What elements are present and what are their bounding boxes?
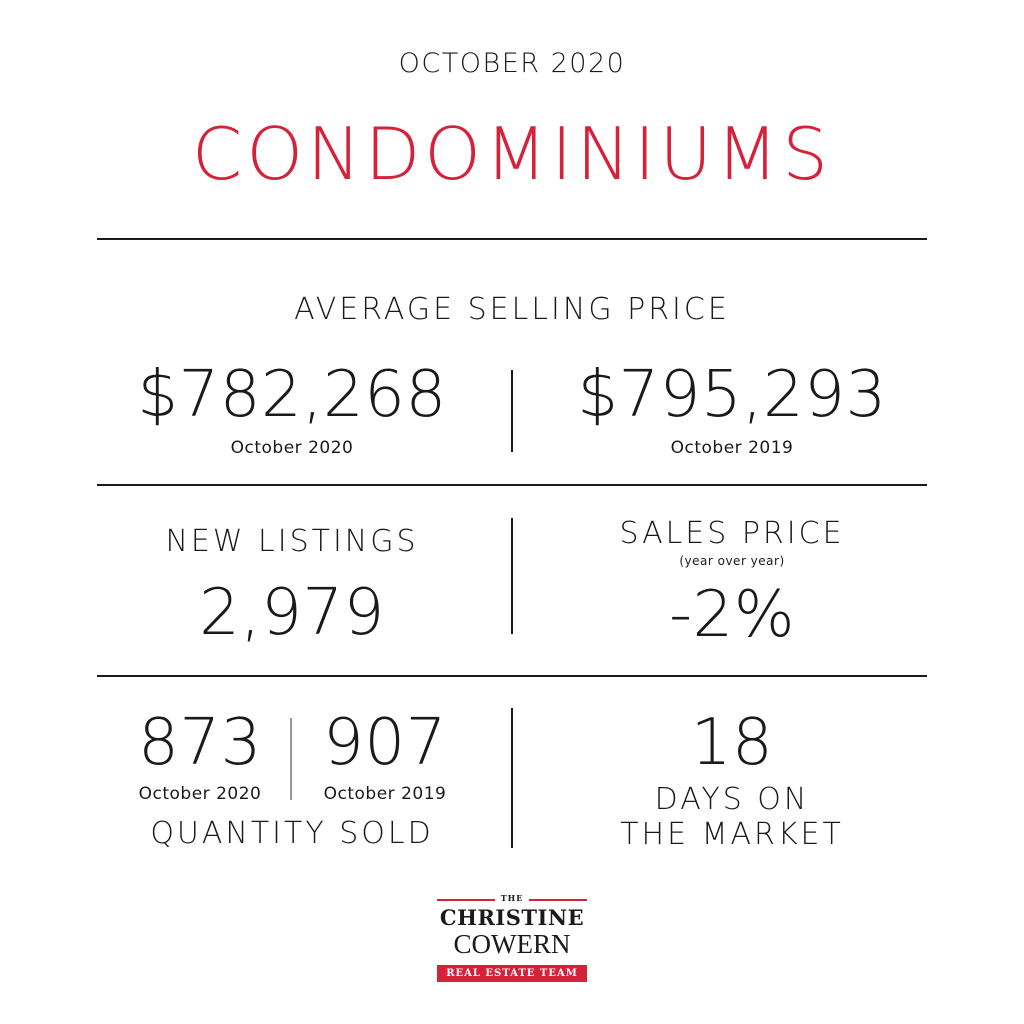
page-title: CONDOMINIUMS	[192, 112, 832, 196]
sales-price-label: SALES PRICE	[619, 516, 845, 551]
days-on-market-label-line1: DAYS ON	[654, 782, 810, 817]
divider-price-vertical	[511, 370, 513, 452]
logo-rule-right	[529, 899, 587, 901]
logo-rule-left	[437, 899, 495, 901]
logo-the: THE	[500, 893, 524, 903]
average-price-previous-period: October 2019	[670, 438, 794, 458]
quantity-sold-label: QUANTITY SOLD	[150, 816, 434, 851]
days-on-market-value: 18	[690, 706, 774, 780]
logo-tagline: REAL ESTATE TEAM	[437, 965, 587, 982]
sales-price-change: -2%	[668, 578, 796, 652]
average-price-previous: $795,293	[577, 358, 887, 432]
average-selling-price-label: AVERAGE SELLING PRICE	[294, 292, 730, 327]
new-listings-value: 2,979	[199, 576, 385, 650]
new-listings-label: NEW LISTINGS	[165, 524, 419, 559]
quantity-sold-previous-period: October 2019	[323, 784, 447, 804]
average-price-current: $782,268	[137, 358, 447, 432]
brand-logo: THE CHRISTINE COWERN REAL ESTATE TEAM	[437, 893, 587, 985]
divider-top	[97, 238, 927, 240]
divider-listings-vertical	[511, 518, 513, 634]
divider-quantity-vertical	[290, 718, 292, 800]
logo-name-last: COWERN	[453, 929, 571, 959]
quantity-sold-previous: 907	[323, 706, 447, 780]
quantity-sold-current: 873	[138, 706, 262, 780]
divider-bottom	[97, 675, 927, 677]
quantity-sold-current-period: October 2020	[138, 784, 262, 804]
divider-middle	[97, 484, 927, 486]
divider-days-vertical	[511, 708, 513, 848]
sales-price-sublabel: (year over year)	[679, 554, 785, 568]
report-month: OCTOBER 2020	[398, 48, 626, 79]
days-on-market-label-line2: THE MARKET	[620, 817, 844, 852]
logo-name-first: CHRISTINE	[439, 905, 585, 930]
average-price-current-period: October 2020	[230, 438, 354, 458]
